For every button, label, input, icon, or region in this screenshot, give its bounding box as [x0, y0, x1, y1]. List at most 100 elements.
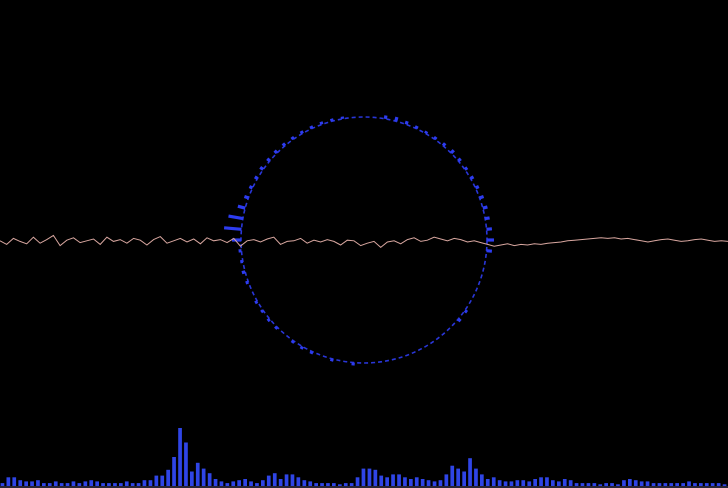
- spectrum-bar: [485, 479, 490, 486]
- spectrum-bar: [249, 481, 253, 486]
- ring-segment: [237, 204, 246, 210]
- spectrum-bar: [397, 474, 401, 486]
- spectrum-bar: [190, 471, 194, 486]
- spectrum-bar: [681, 483, 685, 486]
- spectrum-bar: [704, 483, 709, 486]
- spectrum-bar: [622, 480, 626, 486]
- ring-segment: [404, 120, 409, 125]
- spectrum-bar: [101, 483, 105, 486]
- ring-segment: [319, 121, 324, 125]
- spectrum-bar: [154, 475, 159, 486]
- spectrum-bar: [503, 481, 508, 486]
- spectrum-bar: [610, 483, 614, 486]
- spectrum-bar: [290, 474, 295, 486]
- spectrum-bar: [580, 483, 585, 486]
- spectrum-bar: [343, 483, 348, 486]
- spectrum-bar: [302, 480, 307, 486]
- spectrum-bar: [379, 475, 384, 486]
- ring-segment: [273, 149, 279, 155]
- spectrum-bar: [332, 483, 336, 486]
- spectrum-bar: [113, 483, 117, 486]
- ring-segment: [248, 185, 254, 190]
- ring-segment: [486, 227, 493, 231]
- spectrum-bar: [521, 480, 526, 486]
- spectrum-bars: [0, 428, 727, 486]
- bottom-edge-divider: [0, 486, 728, 488]
- spectrum-bar: [261, 480, 265, 486]
- spectrum-bar: [219, 481, 224, 486]
- spectrum-bar: [355, 477, 360, 486]
- spectrum-bar: [160, 475, 165, 486]
- spectrum-bar: [456, 468, 460, 486]
- spectrum-bar: [184, 442, 188, 486]
- ring-segment: [259, 166, 265, 171]
- spectrum-bar: [639, 481, 644, 486]
- spectrum-bar: [657, 483, 662, 486]
- spectrum-bar: [533, 479, 537, 486]
- ring-segment: [424, 130, 429, 135]
- spectrum-bar: [47, 483, 52, 486]
- spectrum-bar: [675, 483, 679, 486]
- spectrum-bar: [36, 480, 40, 486]
- spectrum-bar: [574, 483, 579, 486]
- spectrum-bar: [178, 428, 182, 486]
- spectrum-bar: [409, 479, 413, 486]
- spectrum-bar: [491, 477, 496, 486]
- spectrum-bar: [414, 477, 419, 486]
- spectrum-bar: [509, 481, 514, 486]
- spectrum-bar: [432, 481, 437, 486]
- spectrum-bar: [592, 483, 597, 486]
- spectrum-bar: [444, 474, 449, 486]
- spectrum-bar: [284, 474, 289, 486]
- spectrum-bar: [515, 480, 520, 486]
- ring-segment: [299, 345, 304, 350]
- spectrum-bar: [77, 483, 82, 486]
- spectrum-bar: [651, 483, 656, 486]
- ring-outline: [240, 116, 488, 364]
- ring-segment: [474, 185, 480, 190]
- spectrum-bar: [462, 471, 466, 486]
- spectrum-bar: [367, 468, 372, 486]
- spectrum-bar: [207, 473, 212, 486]
- spectrum-bar: [586, 483, 591, 486]
- waveform-path: [0, 234, 728, 249]
- spectrum-bar: [604, 483, 608, 486]
- spectrum-bar: [172, 457, 176, 486]
- spectrum-bar: [148, 480, 153, 486]
- spectrum-bar: [373, 469, 378, 486]
- spectrum-bar: [326, 483, 330, 486]
- spectrum-bar: [568, 480, 573, 486]
- spectrum-bar: [0, 483, 5, 486]
- ring-segment: [463, 166, 469, 171]
- spectrum-bar: [255, 483, 259, 486]
- spectrum-bar: [314, 483, 318, 486]
- spectrum-bar: [385, 477, 389, 486]
- ring-segment: [482, 205, 488, 210]
- spectrum-bar: [361, 468, 366, 486]
- spectrum-bar: [231, 481, 236, 486]
- spectrum-bar: [107, 483, 111, 486]
- spectrum-bar: [308, 481, 313, 486]
- spectrum-bar: [349, 483, 354, 486]
- spectrum-bar: [663, 483, 668, 486]
- spectrum-bar: [6, 477, 11, 486]
- spectrum-bar: [474, 468, 478, 486]
- spectrum-bar: [438, 480, 443, 486]
- spectrum-bar: [225, 483, 230, 486]
- spectrum-bar: [296, 477, 301, 486]
- spectrum-bar: [426, 480, 431, 486]
- spectrum-bar: [420, 479, 425, 486]
- spectrum-bar: [59, 483, 64, 486]
- spectrum-bar: [119, 483, 123, 486]
- spectrum-bar: [403, 477, 407, 486]
- spectrum-bar: [65, 483, 70, 486]
- spectrum-bar: [237, 480, 241, 486]
- spectrum-bar: [12, 477, 17, 486]
- spectrum-bar: [53, 481, 58, 486]
- spectrum-bar: [95, 481, 99, 486]
- spectrum-bar: [497, 480, 502, 486]
- spectrum-bar: [480, 474, 484, 486]
- spectrum-bar: [562, 479, 567, 486]
